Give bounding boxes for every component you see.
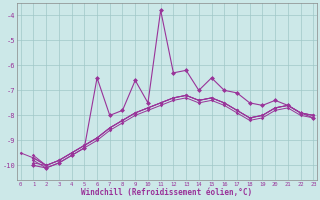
X-axis label: Windchill (Refroidissement éolien,°C): Windchill (Refroidissement éolien,°C) [82, 188, 252, 197]
